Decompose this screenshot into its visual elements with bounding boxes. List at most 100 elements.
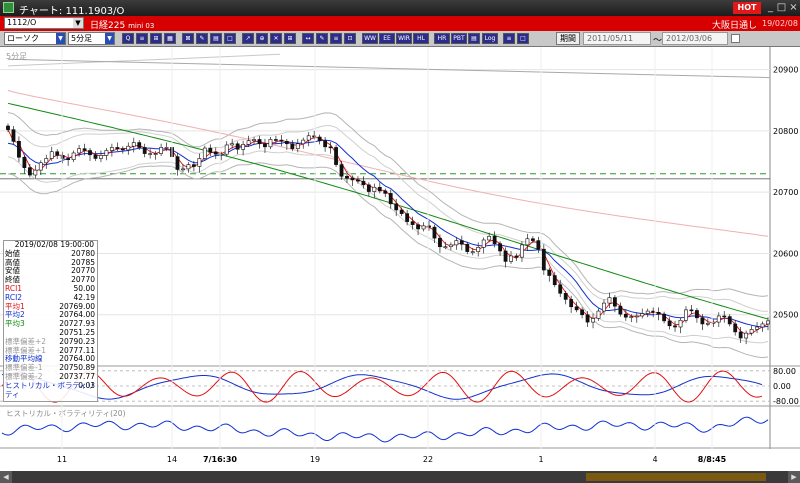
scroll-left-icon[interactable]: ◀: [0, 471, 12, 483]
toolbar-button-13[interactable]: ↔: [302, 33, 314, 44]
data-window-label: 始値: [5, 248, 20, 258]
toolbar-button-6[interactable]: ✎: [196, 33, 208, 44]
rci-tick-label: 80.00: [773, 367, 796, 376]
data-window-label: 平均3: [5, 319, 25, 329]
chart-background: [0, 47, 800, 471]
toolbar-button-26[interactable]: □: [517, 33, 529, 44]
data-window-label: 終値: [5, 275, 20, 285]
data-window-value: 20790.23: [59, 336, 95, 346]
toolbar-button-14[interactable]: ✎: [316, 33, 328, 44]
bollinger-upper-2: [7, 112, 769, 297]
toolbar-button-21[interactable]: HR: [434, 33, 450, 44]
range-to-input[interactable]: 2012/03/06: [662, 32, 728, 45]
price-chart[interactable]: 20900 20800 20700 20600 20500 5分足 80.00 0.00 -80…: [0, 47, 800, 471]
candle-body: [667, 320, 672, 327]
candle-body: [235, 143, 240, 150]
candle-body: [503, 250, 508, 262]
toolbar-button-16[interactable]: ⊡: [344, 33, 356, 44]
interval-select[interactable]: 5分足 ▼: [68, 32, 115, 45]
toolbar-button-7[interactable]: ▤: [210, 33, 222, 44]
toolbar-button-12[interactable]: ⊞: [284, 33, 296, 44]
toolbar-button-24[interactable]: Log: [482, 33, 498, 44]
candle-body: [634, 315, 639, 318]
maximize-icon[interactable]: □: [776, 2, 787, 13]
data-window-value: 20764.00: [59, 354, 95, 364]
candle-body: [345, 175, 349, 179]
candle-body: [755, 326, 759, 330]
volatility-line: [1, 416, 769, 443]
symbol-input[interactable]: 1112/O ▼: [4, 17, 84, 29]
toolbar-button-18[interactable]: EE: [379, 33, 395, 44]
data-window-label: 標準偏差+1: [5, 345, 47, 355]
candle-body: [585, 314, 590, 323]
minimize-icon[interactable]: _: [768, 2, 773, 13]
toolbar-button-9[interactable]: ↗: [242, 33, 254, 44]
data-window-value: 20737.77: [59, 371, 95, 381]
scrollbar-thumb[interactable]: [586, 473, 766, 481]
candle-body: [700, 317, 705, 325]
toolbar-button-22[interactable]: PBT: [451, 33, 467, 44]
candle-body: [399, 209, 404, 214]
candle-body: [181, 168, 185, 171]
toolbar-button-11[interactable]: ✕: [270, 33, 282, 44]
candle-body: [481, 239, 486, 248]
toolbar-button-19[interactable]: WIR: [396, 33, 412, 44]
candle-body: [115, 147, 120, 149]
toolbar-button-25[interactable]: ≡: [503, 33, 515, 44]
close-icon[interactable]: ×: [789, 2, 798, 13]
candle-body: [350, 177, 355, 181]
toolbar-button-10[interactable]: ⊕: [256, 33, 268, 44]
toolbar-button-23[interactable]: ▤: [468, 33, 480, 44]
scroll-right-icon[interactable]: ▶: [788, 471, 800, 483]
volatility-label: ヒストリカル・ボラティリティ(20): [6, 409, 126, 418]
toolbar-button-20[interactable]: HL: [413, 33, 429, 44]
candle-body: [120, 148, 125, 151]
bollinger-lower-1: [7, 150, 769, 344]
candle-body: [459, 240, 464, 245]
candle-body: [33, 169, 38, 176]
chevron-down-icon[interactable]: ▼: [73, 18, 83, 28]
chevron-down-icon[interactable]: ▼: [56, 33, 65, 44]
horizontal-scrollbar[interactable]: ◀ ▶: [0, 471, 800, 483]
toolbar-button-17[interactable]: WW: [362, 33, 378, 44]
toolbar-button-15[interactable]: ≡: [330, 33, 342, 44]
candle-body: [323, 140, 328, 148]
candle-body: [629, 316, 634, 318]
period-button[interactable]: 期間: [556, 32, 580, 45]
candle-body: [552, 275, 557, 286]
candle-body: [38, 162, 43, 171]
candle-body: [290, 143, 295, 149]
range-separator: ～: [653, 36, 663, 46]
candle-body: [55, 151, 60, 156]
candle-body: [427, 225, 431, 228]
data-window-label: 標準偏差-2: [5, 371, 43, 381]
candle-body: [148, 153, 153, 155]
range-from-input[interactable]: 2011/05/11: [583, 32, 651, 45]
toolbar-button-5[interactable]: ⊠: [182, 33, 194, 44]
candle-body: [301, 139, 306, 145]
data-window-label: 高値: [5, 257, 20, 267]
range-checkbox[interactable]: [731, 34, 740, 43]
candle-body: [530, 238, 535, 241]
chevron-down-icon[interactable]: ▼: [105, 33, 114, 44]
time-tick-label: 19: [310, 455, 320, 464]
hot-button[interactable]: HOT: [733, 2, 761, 14]
data-window-row: 移動平均線 20764.00: [4, 355, 97, 364]
toolbar-button-2[interactable]: ≡: [136, 33, 148, 44]
data-window-row: RCI1 50.00: [4, 284, 97, 294]
data-window-row: 平均2 20764.00: [4, 311, 97, 320]
toolbar-button-4[interactable]: ▦: [164, 33, 176, 44]
data-window-row: 平均3 20727.93: [4, 319, 97, 329]
chart-type-select[interactable]: ローソク ▼: [4, 32, 66, 45]
toolbar-button-3[interactable]: ⊞: [150, 33, 162, 44]
candle-body: [716, 315, 721, 323]
candle-body: [279, 139, 284, 142]
candle-body: [241, 144, 246, 150]
toolbar-button-8[interactable]: □: [224, 33, 236, 44]
candle-body: [27, 167, 32, 176]
toolbar-button-1[interactable]: Q: [122, 33, 134, 44]
data-window-row: 始値 20780: [4, 248, 97, 259]
candle-body: [487, 236, 492, 241]
data-window-value: 20751.25: [59, 327, 95, 337]
time-tick-label: 8/8:45: [698, 455, 727, 464]
